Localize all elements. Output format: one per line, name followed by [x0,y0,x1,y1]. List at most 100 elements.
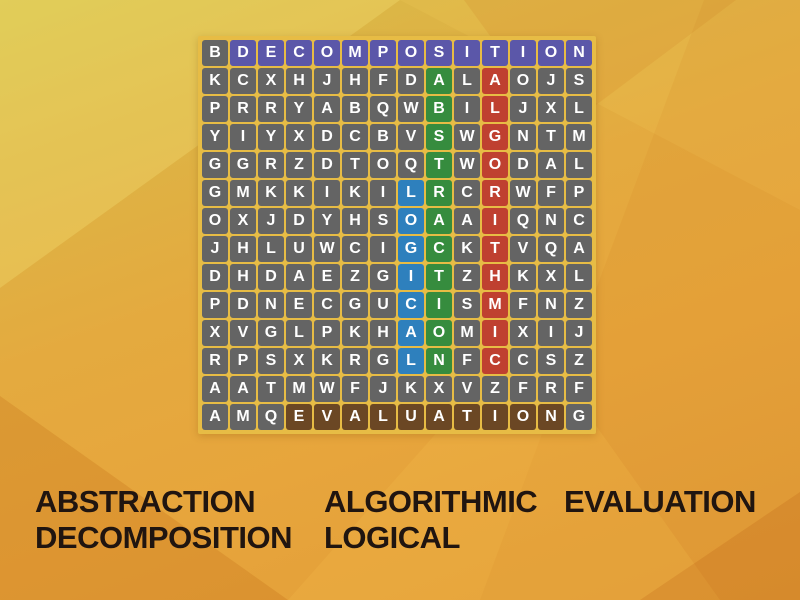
grid-cell[interactable]: R [258,96,284,122]
grid-cell[interactable]: A [202,404,228,430]
grid-cell[interactable]: R [482,180,508,206]
grid-cell[interactable]: L [258,236,284,262]
grid-cell[interactable]: W [314,236,340,262]
grid-cell[interactable]: C [454,180,480,206]
grid-cell[interactable]: G [342,292,368,318]
grid-cell[interactable]: S [426,124,452,150]
grid-cell[interactable]: O [314,40,340,66]
grid-cell[interactable]: H [482,264,508,290]
grid-cell[interactable]: C [510,348,536,374]
grid-cell[interactable]: O [398,208,424,234]
grid-cell[interactable]: Q [398,152,424,178]
grid-cell[interactable]: D [258,264,284,290]
grid-cell[interactable]: X [426,376,452,402]
grid-cell[interactable]: G [258,320,284,346]
grid-cell[interactable]: A [426,68,452,94]
grid-cell[interactable]: J [370,376,396,402]
grid-cell[interactable]: F [370,68,396,94]
grid-cell[interactable]: C [426,236,452,262]
grid-cell[interactable]: U [286,236,312,262]
grid-cell[interactable]: X [230,208,256,234]
grid-cell[interactable]: W [454,124,480,150]
grid-cell[interactable]: J [566,320,592,346]
grid-cell[interactable]: I [454,40,480,66]
grid-cell[interactable]: R [342,348,368,374]
grid-cell[interactable]: C [342,236,368,262]
grid-cell[interactable]: F [538,180,564,206]
grid-cell[interactable]: E [314,264,340,290]
grid-cell[interactable]: U [370,292,396,318]
grid-cell[interactable]: K [342,320,368,346]
grid-cell[interactable]: I [510,40,536,66]
grid-cell[interactable]: M [482,292,508,318]
grid-cell[interactable]: S [258,348,284,374]
grid-cell[interactable]: G [370,348,396,374]
grid-cell[interactable]: M [454,320,480,346]
grid-cell[interactable]: H [342,208,368,234]
grid-cell[interactable]: D [314,152,340,178]
grid-cell[interactable]: S [454,292,480,318]
grid-cell[interactable]: Y [314,208,340,234]
grid-cell[interactable]: N [510,124,536,150]
grid-cell[interactable]: F [566,376,592,402]
grid-cell[interactable]: X [286,348,312,374]
grid-cell[interactable]: J [510,96,536,122]
grid-cell[interactable]: I [482,404,508,430]
grid-cell[interactable]: O [482,152,508,178]
grid-cell[interactable]: W [314,376,340,402]
grid-cell[interactable]: J [538,68,564,94]
grid-cell[interactable]: A [454,208,480,234]
grid-cell[interactable]: J [202,236,228,262]
grid-cell[interactable]: Z [342,264,368,290]
grid-cell[interactable]: Q [258,404,284,430]
grid-cell[interactable]: D [314,124,340,150]
grid-cell[interactable]: T [538,124,564,150]
grid-cell[interactable]: T [482,236,508,262]
grid-cell[interactable]: V [454,376,480,402]
grid-cell[interactable]: A [202,376,228,402]
grid-cell[interactable]: A [538,152,564,178]
grid-cell[interactable]: K [398,376,424,402]
grid-cell[interactable]: H [286,68,312,94]
grid-cell[interactable]: P [370,40,396,66]
grid-cell[interactable]: W [510,180,536,206]
grid-cell[interactable]: X [538,96,564,122]
grid-cell[interactable]: O [510,68,536,94]
grid-cell[interactable]: K [342,180,368,206]
grid-cell[interactable]: V [314,404,340,430]
grid-cell[interactable]: A [426,208,452,234]
grid-cell[interactable]: D [230,292,256,318]
grid-cell[interactable]: I [538,320,564,346]
grid-cell[interactable]: V [230,320,256,346]
grid-cell[interactable]: E [258,40,284,66]
grid-cell[interactable]: L [370,404,396,430]
grid-cell[interactable]: G [370,264,396,290]
grid-cell[interactable]: Z [454,264,480,290]
grid-cell[interactable]: T [258,376,284,402]
grid-cell[interactable]: F [342,376,368,402]
grid-cell[interactable]: Y [258,124,284,150]
grid-cell[interactable]: A [230,376,256,402]
grid-cell[interactable]: A [314,96,340,122]
grid-cell[interactable]: K [510,264,536,290]
grid-cell[interactable]: A [342,404,368,430]
grid-cell[interactable]: M [566,124,592,150]
grid-cell[interactable]: F [510,376,536,402]
grid-cell[interactable]: D [398,68,424,94]
grid-cell[interactable]: B [426,96,452,122]
grid-cell[interactable]: T [342,152,368,178]
grid-cell[interactable]: E [286,292,312,318]
grid-cell[interactable]: H [230,264,256,290]
grid-cell[interactable]: I [398,264,424,290]
grid-cell[interactable]: X [538,264,564,290]
grid-cell[interactable]: P [202,292,228,318]
grid-cell[interactable]: Y [286,96,312,122]
grid-cell[interactable]: C [342,124,368,150]
grid-cell[interactable]: I [454,96,480,122]
grid-cell[interactable]: G [566,404,592,430]
grid-cell[interactable]: M [286,376,312,402]
grid-cell[interactable]: O [510,404,536,430]
grid-cell[interactable]: I [482,320,508,346]
grid-cell[interactable]: P [230,348,256,374]
grid-cell[interactable]: L [566,264,592,290]
